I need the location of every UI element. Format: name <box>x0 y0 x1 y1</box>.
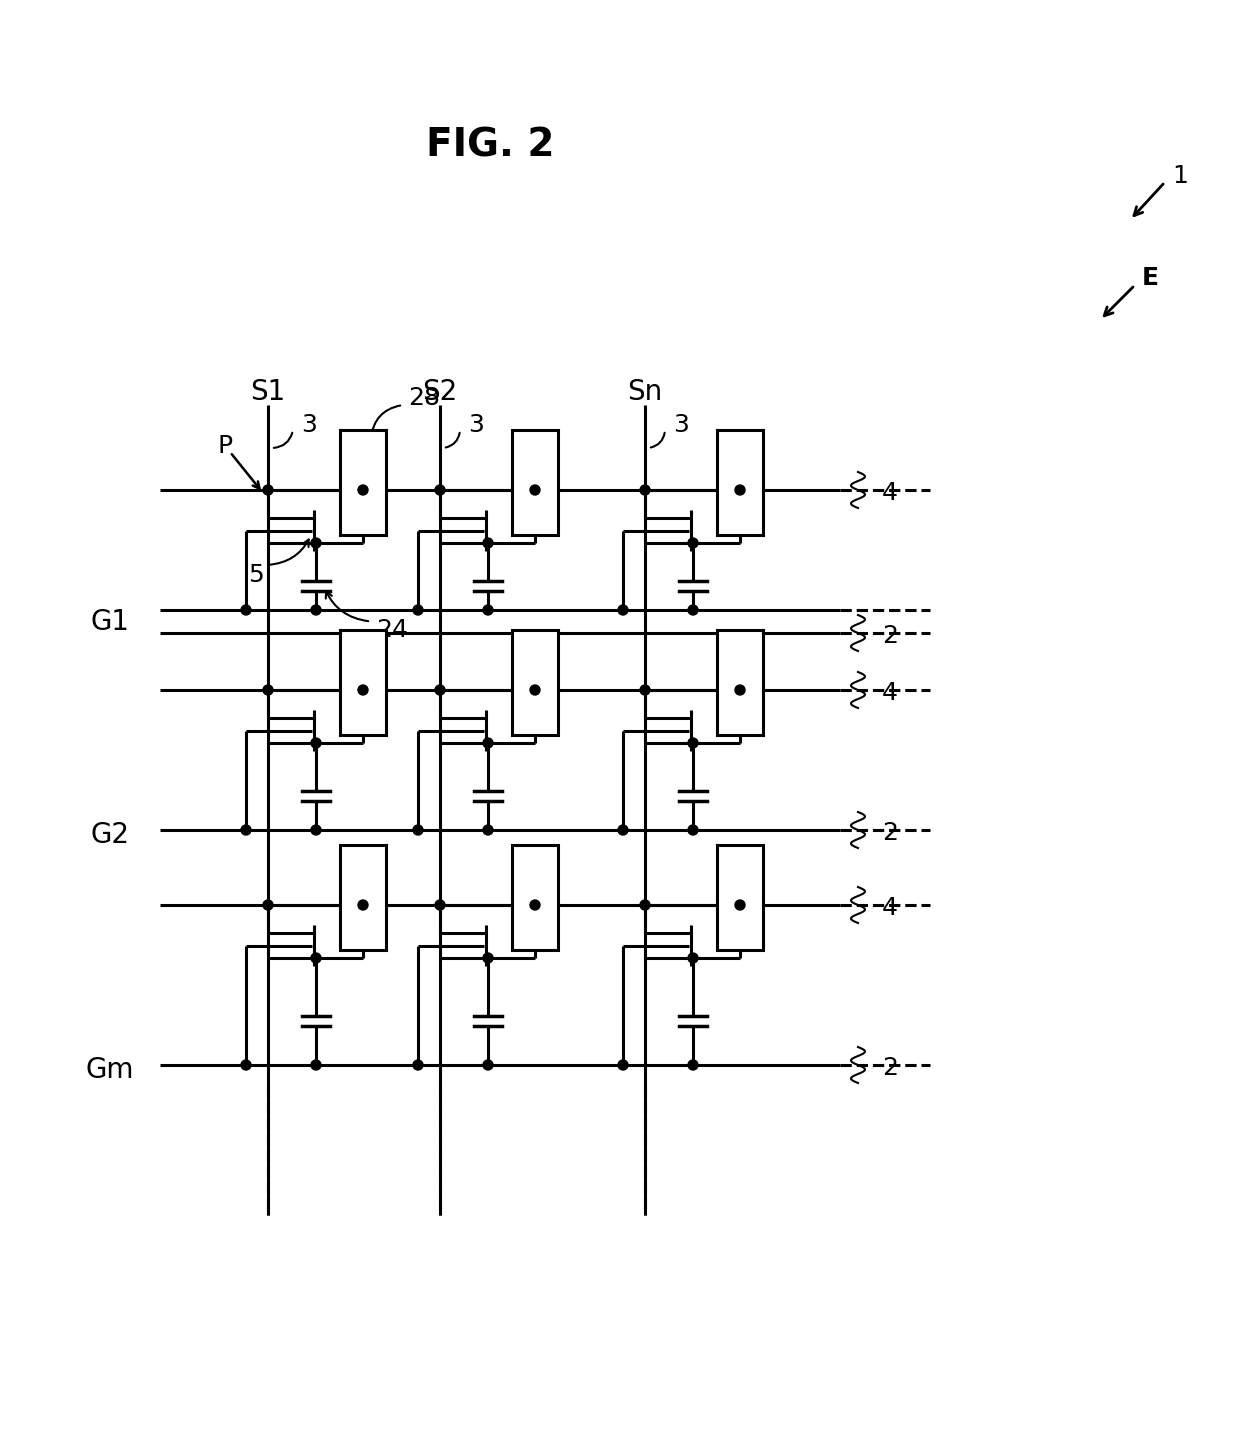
Circle shape <box>263 485 273 495</box>
Circle shape <box>529 900 539 910</box>
Circle shape <box>529 685 539 695</box>
Circle shape <box>263 685 273 695</box>
Bar <box>717 630 763 736</box>
Text: S2: S2 <box>423 379 458 406</box>
Text: G1: G1 <box>91 608 129 636</box>
Circle shape <box>241 826 250 834</box>
Text: 5: 5 <box>248 563 264 588</box>
Text: 3: 3 <box>301 414 317 437</box>
Circle shape <box>688 953 698 963</box>
Bar <box>512 630 558 736</box>
Text: 3: 3 <box>673 414 689 437</box>
Text: Sn: Sn <box>627 379 662 406</box>
Circle shape <box>413 605 423 615</box>
Text: E: E <box>1142 266 1159 290</box>
Circle shape <box>358 900 368 910</box>
Bar <box>340 844 386 950</box>
Bar <box>717 429 763 535</box>
Text: Gm: Gm <box>86 1056 134 1084</box>
Circle shape <box>358 485 368 495</box>
Text: P: P <box>217 434 233 459</box>
Circle shape <box>484 953 494 963</box>
Bar <box>512 429 558 535</box>
Text: FIG. 2: FIG. 2 <box>425 126 554 164</box>
Text: 24: 24 <box>376 618 408 641</box>
Circle shape <box>311 826 321 834</box>
Circle shape <box>358 685 368 695</box>
Circle shape <box>311 953 321 963</box>
Circle shape <box>618 605 627 615</box>
Circle shape <box>618 1061 627 1069</box>
Circle shape <box>484 826 494 834</box>
Text: 4: 4 <box>882 480 898 505</box>
Bar <box>717 844 763 950</box>
Text: 1: 1 <box>1172 164 1188 189</box>
Bar <box>512 844 558 950</box>
Circle shape <box>640 900 650 910</box>
Circle shape <box>311 1061 321 1069</box>
Circle shape <box>735 900 745 910</box>
Circle shape <box>484 605 494 615</box>
Circle shape <box>640 485 650 495</box>
Circle shape <box>688 605 698 615</box>
Text: 4: 4 <box>882 681 898 705</box>
Circle shape <box>688 1061 698 1069</box>
Circle shape <box>435 485 445 495</box>
Text: S1: S1 <box>250 379 285 406</box>
Circle shape <box>735 685 745 695</box>
Circle shape <box>688 826 698 834</box>
Bar <box>340 429 386 535</box>
Circle shape <box>688 538 698 548</box>
Circle shape <box>484 739 494 749</box>
Circle shape <box>688 739 698 749</box>
Circle shape <box>241 605 250 615</box>
Circle shape <box>413 826 423 834</box>
Circle shape <box>263 900 273 910</box>
Circle shape <box>311 739 321 749</box>
Text: 2: 2 <box>882 1056 898 1080</box>
Circle shape <box>618 826 627 834</box>
Circle shape <box>311 538 321 548</box>
Circle shape <box>241 1061 250 1069</box>
Circle shape <box>435 900 445 910</box>
Text: 2: 2 <box>882 624 898 649</box>
Circle shape <box>435 685 445 695</box>
Circle shape <box>413 1061 423 1069</box>
Circle shape <box>735 485 745 495</box>
Text: G2: G2 <box>91 821 129 849</box>
Circle shape <box>484 538 494 548</box>
Text: 28: 28 <box>408 386 440 411</box>
Circle shape <box>640 685 650 695</box>
Bar <box>340 630 386 736</box>
Text: 4: 4 <box>882 897 898 920</box>
Circle shape <box>311 605 321 615</box>
Text: 3: 3 <box>467 414 484 437</box>
Circle shape <box>529 485 539 495</box>
Text: 2: 2 <box>882 821 898 844</box>
Circle shape <box>484 1061 494 1069</box>
